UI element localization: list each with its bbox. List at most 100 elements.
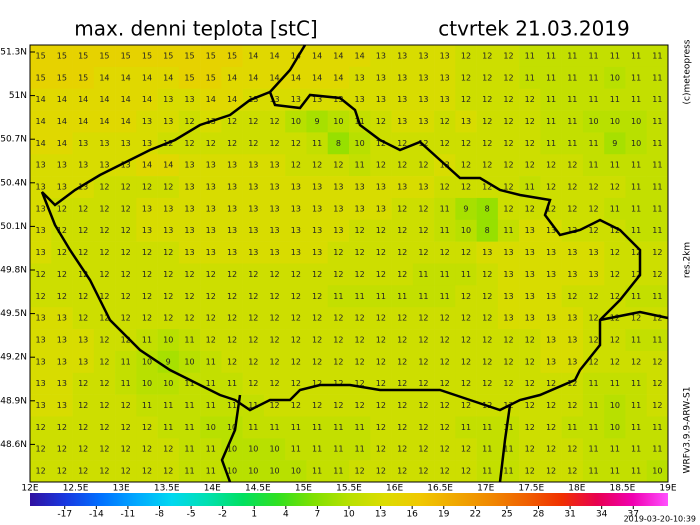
- cell-value: 13: [227, 204, 237, 213]
- cell-value: 13: [57, 401, 67, 410]
- grid-cell: [93, 460, 116, 483]
- colorbar-label: 37: [628, 510, 639, 520]
- grid-cell: [242, 197, 265, 221]
- cell-value: 11: [355, 445, 365, 454]
- grid-cell: [582, 460, 605, 483]
- cell-value: 13: [248, 248, 258, 257]
- grid-cell: [178, 394, 201, 417]
- grid-cell: [221, 329, 243, 352]
- grid-cell: [306, 45, 329, 68]
- cell-value: 12: [588, 226, 598, 235]
- grid-cell: [178, 241, 201, 264]
- grid-cell: [434, 394, 456, 417]
- grid-cell: [561, 263, 584, 286]
- cell-value: 10: [269, 467, 279, 476]
- lon-label: 16E: [386, 484, 403, 494]
- grid-cell: [242, 110, 265, 133]
- grid-cell: [497, 197, 520, 221]
- grid-cell: [561, 372, 584, 395]
- cell-value: 13: [227, 183, 237, 192]
- grid-cell: [434, 88, 456, 111]
- grid-cell: [200, 154, 222, 177]
- cell-value: 13: [184, 204, 194, 213]
- grid-cell: [93, 350, 116, 374]
- cell-value: 11: [291, 445, 301, 454]
- cell-value: 11: [652, 226, 662, 235]
- grid-cell: [519, 45, 541, 68]
- grid-cell: [434, 285, 456, 308]
- grid-cell: [625, 263, 648, 286]
- cell-value: 12: [333, 270, 343, 279]
- cell-value: 12: [121, 204, 131, 213]
- grid-cell: [30, 132, 52, 155]
- grid-cell: [540, 110, 562, 133]
- neighbor-border: [599, 310, 669, 322]
- colorbar-label: 1: [251, 510, 257, 520]
- cell-value: 15: [206, 51, 216, 60]
- grid-cell: [200, 197, 222, 221]
- cell-value: 12: [440, 423, 450, 432]
- cell-value: 11: [525, 183, 535, 192]
- grid-cell: [412, 154, 435, 177]
- grid-cell: [391, 88, 414, 111]
- grid-cell: [115, 394, 137, 417]
- grid-cell: [72, 219, 95, 242]
- cell-value: 13: [397, 51, 407, 60]
- grid-cell: [285, 329, 307, 352]
- grid-cell: [434, 350, 456, 374]
- grid-cell: [412, 88, 435, 111]
- grid-cell: [370, 88, 392, 111]
- grid-cell: [72, 329, 95, 352]
- grid-cell: [497, 241, 520, 264]
- cell-value: 11: [546, 51, 556, 60]
- lat-label: 51N: [9, 91, 27, 101]
- cell-value: 11: [652, 73, 662, 82]
- grid-cell: [519, 329, 541, 352]
- grid-cell: [391, 350, 414, 374]
- grid-cell: [476, 460, 499, 483]
- cell-value: 12: [57, 467, 67, 476]
- cell-value: 13: [291, 183, 301, 192]
- cell-value: 12: [525, 335, 535, 344]
- cell-value: 11: [610, 204, 620, 213]
- grid-cell: [519, 197, 541, 221]
- colorbar: [30, 493, 668, 506]
- cell-value: 11: [440, 226, 450, 235]
- grid-cell: [561, 329, 584, 352]
- cell-value: 13: [99, 139, 109, 148]
- cell-value: 11: [652, 51, 662, 60]
- grid-cell: [200, 438, 222, 461]
- cell-value: 13: [57, 183, 67, 192]
- cell-value: 14: [206, 95, 216, 104]
- cell-value: 12: [142, 292, 152, 301]
- grid-cell: [157, 263, 180, 286]
- grid-cell: [625, 241, 648, 264]
- grid-cell: [519, 219, 541, 242]
- cell-value: 14: [312, 73, 322, 82]
- cell-value: 13: [184, 226, 194, 235]
- grid-cell: [412, 394, 435, 417]
- grid-cell: [93, 307, 116, 330]
- grid-cell: [30, 394, 52, 417]
- cell-value: 13: [78, 161, 88, 170]
- cell-value: 12: [546, 467, 556, 476]
- cell-value: 12: [525, 204, 535, 213]
- grid-cell: [370, 263, 392, 286]
- grid-cell: [30, 45, 52, 68]
- grid-cell: [157, 394, 180, 417]
- grid-cell: [391, 438, 414, 461]
- grid-cell: [625, 285, 648, 308]
- cell-value: 13: [397, 183, 407, 192]
- grid-cell: [72, 132, 95, 155]
- cell-value: 13: [312, 248, 322, 257]
- cell-value: 11: [588, 445, 598, 454]
- grid-cell: [306, 285, 329, 308]
- grid-cell: [30, 460, 52, 483]
- cell-value: 12: [269, 139, 279, 148]
- grid-cell: [434, 132, 456, 155]
- cell-value: 12: [36, 467, 46, 476]
- grid-cell: [519, 438, 541, 461]
- cell-value: 12: [610, 183, 620, 192]
- grid-cell: [370, 438, 392, 461]
